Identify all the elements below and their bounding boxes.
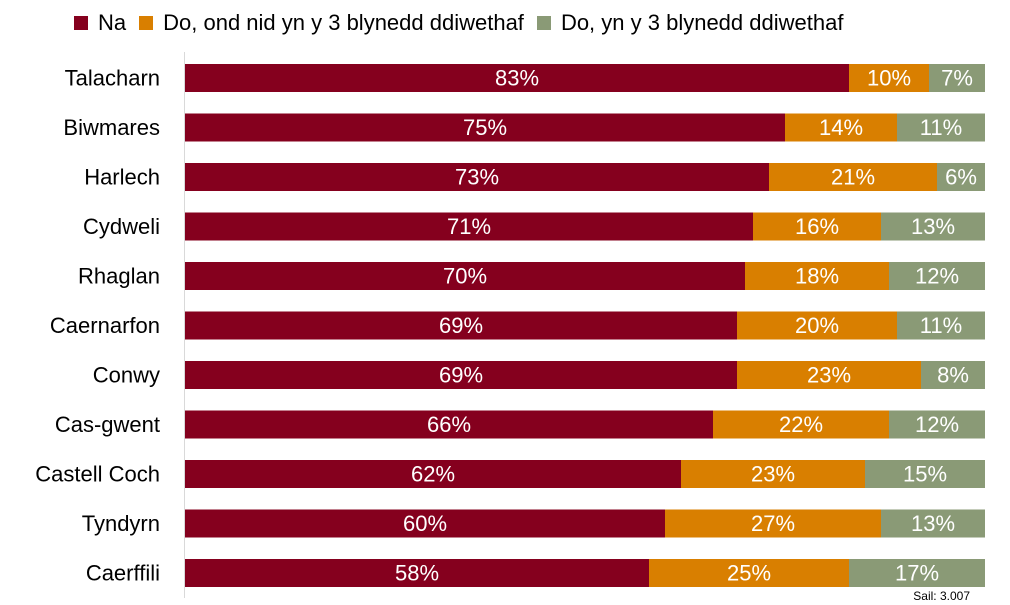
bar-tyndyrn-series-2 <box>665 509 881 538</box>
bar-caernarfon-series-1 <box>185 311 737 340</box>
bar-talacharn-series-2 <box>849 64 929 92</box>
data-label-caernarfon-series-1: 69% <box>439 313 483 338</box>
bar-cas-gwent-series-2 <box>713 410 889 439</box>
data-label-caerffili-series-2: 25% <box>727 561 771 586</box>
bar-caerffili-series-1 <box>185 559 649 587</box>
data-label-biwmares-series-3: 11% <box>920 115 962 140</box>
bar-castell-coch-series-2 <box>681 460 865 488</box>
legend-swatch-do-not-recent <box>139 16 154 30</box>
data-label-rhaglan-series-2: 18% <box>795 264 839 289</box>
bar-tyndyrn-series-3 <box>881 509 985 538</box>
bar-cydweli-series-1 <box>185 212 753 241</box>
data-label-cas-gwent-series-3: 12% <box>915 412 959 437</box>
data-label-cydweli-series-2: 16% <box>795 214 839 239</box>
bar-harlech-series-3 <box>937 163 985 191</box>
category-label-rhaglan: Rhaglan <box>78 264 160 289</box>
data-label-tyndyrn-series-1: 60% <box>403 511 447 536</box>
data-label-conwy-series-1: 69% <box>439 363 483 388</box>
category-label-harlech: Harlech <box>84 165 160 190</box>
bar-cydweli-series-2 <box>753 212 881 241</box>
bar-harlech-series-2 <box>769 163 937 191</box>
bar-castell-coch-series-3 <box>865 460 985 488</box>
bar-talacharn-series-3 <box>929 64 985 92</box>
bar-rhaglan-series-1 <box>185 262 745 290</box>
category-label-conwy: Conwy <box>93 363 160 388</box>
chart-legend: Na Do, ond nid yn y 3 blynedd ddiwethaf … <box>74 8 856 38</box>
data-label-harlech-series-1: 73% <box>455 165 499 190</box>
data-label-castell-coch-series-2: 23% <box>751 462 795 487</box>
bar-harlech-series-1 <box>185 163 769 191</box>
bar-cas-gwent-series-1 <box>185 410 713 439</box>
bar-conwy-series-2 <box>737 361 921 389</box>
data-label-tyndyrn-series-3: 13% <box>911 511 955 536</box>
category-label-castell-coch: Castell Coch <box>35 462 160 487</box>
data-label-talacharn-series-1: 83% <box>495 66 539 91</box>
data-label-conwy-series-2: 23% <box>807 363 851 388</box>
legend-label-do-not-recent: Do, ond nid yn y 3 blynedd ddiwethaf <box>163 10 524 35</box>
category-label-tyndyrn: Tyndyrn <box>82 511 160 536</box>
data-label-biwmares-series-1: 75% <box>463 115 507 140</box>
data-label-biwmares-series-2: 14% <box>819 115 863 140</box>
data-label-harlech-series-3: 6% <box>945 165 977 190</box>
category-label-caerffili: Caerffili <box>86 561 160 586</box>
bar-conwy-series-3 <box>921 361 985 389</box>
data-label-cydweli-series-3: 13% <box>911 214 955 239</box>
bar-caerffili-series-3 <box>849 559 985 587</box>
bar-talacharn-series-1 <box>185 64 849 92</box>
data-label-harlech-series-2: 21% <box>831 165 875 190</box>
category-label-biwmares: Biwmares <box>63 115 160 140</box>
category-label-talacharn: Talacharn <box>65 66 160 91</box>
data-label-castell-coch-series-1: 62% <box>411 462 455 487</box>
data-label-talacharn-series-2: 10% <box>867 66 911 91</box>
bar-rhaglan-series-2 <box>745 262 889 290</box>
category-label-cas-gwent: Cas-gwent <box>55 412 160 437</box>
bar-cas-gwent-series-3 <box>889 410 985 439</box>
legend-label-do-recent: Do, yn y 3 blynedd ddiwethaf <box>560 10 844 35</box>
legend-item-na: Na <box>74 10 126 36</box>
bar-biwmares-series-1 <box>185 113 785 142</box>
data-label-conwy-series-3: 8% <box>937 363 969 388</box>
data-label-caernarfon-series-3: 11% <box>920 313 962 338</box>
legend-swatch-na <box>74 16 88 30</box>
data-label-tyndyrn-series-2: 27% <box>751 511 795 536</box>
bar-cydweli-series-3 <box>881 212 985 241</box>
bar-tyndyrn-series-1 <box>185 509 665 538</box>
bar-castell-coch-series-1 <box>185 460 681 488</box>
data-label-cas-gwent-series-2: 22% <box>779 412 823 437</box>
legend-label-na: Na <box>98 10 127 35</box>
data-label-caernarfon-series-2: 20% <box>795 313 839 338</box>
legend-swatch-do-recent <box>536 16 551 30</box>
bar-rhaglan-series-3 <box>889 262 985 290</box>
bar-biwmares-series-2 <box>785 113 897 142</box>
data-label-talacharn-series-3: 7% <box>941 66 973 91</box>
data-label-cas-gwent-series-1: 66% <box>427 412 471 437</box>
data-label-caerffili-series-3: 17% <box>895 561 939 586</box>
bar-caernarfon-series-3 <box>897 311 985 340</box>
category-label-caernarfon: Caernarfon <box>50 313 160 338</box>
bar-caerffili-series-2 <box>649 559 849 587</box>
legend-item-do-not-recent: Do, ond nid yn y 3 blynedd ddiwethaf <box>139 10 524 36</box>
bar-biwmares-series-3 <box>897 113 985 142</box>
data-label-rhaglan-series-1: 70% <box>443 264 487 289</box>
bar-conwy-series-1 <box>185 361 737 389</box>
source-note: Sail: 3.007 <box>913 589 970 603</box>
category-label-cydweli: Cydweli <box>83 214 160 239</box>
data-label-castell-coch-series-3: 15% <box>903 462 947 487</box>
legend-item-do-recent: Do, yn y 3 blynedd ddiwethaf <box>536 10 844 36</box>
data-label-rhaglan-series-3: 12% <box>915 264 959 289</box>
data-label-caerffili-series-1: 58% <box>395 561 439 586</box>
bar-caernarfon-series-2 <box>737 311 897 340</box>
data-label-cydweli-series-1: 71% <box>447 214 491 239</box>
